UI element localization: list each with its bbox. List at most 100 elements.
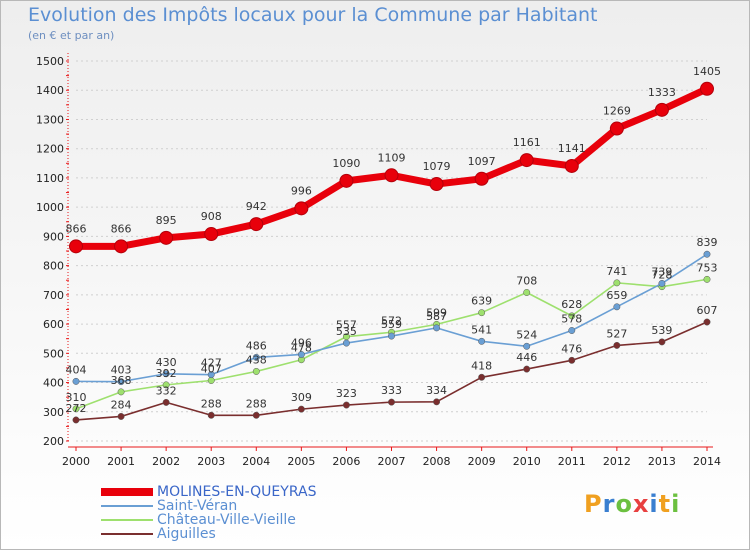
data-point [297, 351, 305, 358]
data-point [252, 411, 260, 419]
logo-letter: r [602, 490, 616, 518]
data-point [568, 327, 576, 334]
data-label: 403 [111, 364, 132, 377]
data-label: 908 [201, 210, 222, 223]
data-point [342, 339, 350, 347]
data-label: 427 [201, 357, 222, 370]
data-label: 607 [697, 304, 718, 317]
x-tick-label: 2005 [287, 455, 315, 468]
data-label: 446 [516, 351, 537, 364]
data-label: 288 [201, 397, 222, 410]
data-point [613, 279, 621, 287]
data-label: 1161 [513, 136, 541, 149]
data-point [162, 370, 170, 378]
data-point [72, 377, 80, 385]
data-point [249, 217, 264, 232]
x-tick-label: 2002 [152, 455, 180, 468]
x-tick-label: 2006 [332, 455, 360, 468]
data-point [384, 168, 399, 183]
y-tick-label: 1000 [36, 201, 64, 214]
data-point [613, 341, 621, 349]
data-point [162, 398, 170, 406]
y-tick-label: 400 [43, 377, 64, 390]
data-point [703, 250, 711, 258]
data-label: 942 [246, 200, 267, 213]
data-label: 539 [651, 324, 672, 337]
data-label: 478 [291, 342, 312, 355]
data-label: 1141 [558, 142, 586, 155]
y-tick-label: 200 [43, 435, 64, 448]
data-label: 728 [651, 269, 672, 282]
data-point [478, 309, 486, 317]
data-point [523, 365, 531, 373]
data-point [252, 367, 260, 375]
chart-subtitle: (en € et par an) [28, 29, 115, 42]
data-label: 430 [156, 356, 177, 369]
legend-item: Saint-Véran [101, 498, 401, 514]
data-point [609, 121, 624, 136]
data-point [294, 201, 309, 216]
data-point [654, 102, 669, 117]
data-label: 599 [426, 306, 447, 319]
x-tick-label: 2013 [648, 455, 676, 468]
data-point [72, 405, 80, 413]
y-tick-label: 700 [43, 289, 64, 302]
data-label: 708 [516, 275, 537, 288]
data-label: 527 [606, 327, 627, 340]
legend-label: MOLINES-EN-QUEYRAS [157, 484, 317, 500]
data-label: 587 [426, 310, 447, 323]
data-label: 866 [66, 222, 87, 235]
data-point [429, 177, 444, 192]
legend-label: Aiguilles [157, 526, 216, 542]
data-point [207, 411, 215, 419]
data-label: 639 [471, 295, 492, 308]
x-tick-label: 2004 [242, 455, 270, 468]
data-label: 333 [381, 384, 402, 397]
data-point [474, 171, 489, 186]
data-label: 1109 [378, 151, 406, 164]
data-label: 323 [336, 387, 357, 400]
y-tick-label: 1500 [36, 55, 64, 68]
logo-letter: o [615, 490, 633, 518]
data-point [117, 378, 125, 386]
data-point [703, 275, 711, 283]
legend: MOLINES-EN-QUEYRAS Saint-Véran Château-Vil… [101, 484, 401, 542]
data-point [658, 279, 666, 287]
legend-item: Château-Ville-Vieille [101, 512, 401, 528]
data-point [204, 227, 219, 242]
x-tick-label: 2012 [603, 455, 631, 468]
y-tick-label: 800 [43, 260, 64, 273]
data-label: 392 [156, 367, 177, 380]
proxiti-logo: Proxiti [584, 490, 680, 518]
data-label: 496 [291, 336, 312, 349]
x-tick-label: 2011 [558, 455, 586, 468]
data-label: 659 [606, 289, 627, 302]
data-point [433, 398, 441, 406]
data-label: 753 [697, 261, 718, 274]
data-label: 418 [471, 359, 492, 372]
chart-title: Evolution des Impôts locaux pour la Comm… [28, 4, 598, 26]
y-tick-label: 900 [43, 230, 64, 243]
data-point [69, 239, 83, 254]
data-point [72, 416, 80, 424]
data-label: 272 [66, 402, 87, 415]
x-tick-label: 2003 [197, 455, 225, 468]
data-point [613, 303, 621, 311]
y-tick-label: 600 [43, 318, 64, 331]
data-label: 309 [291, 391, 312, 404]
data-label: 839 [697, 236, 718, 249]
data-point [159, 230, 174, 245]
data-label: 996 [291, 184, 312, 197]
x-tick-label: 2010 [513, 455, 541, 468]
legend-label: Saint-Véran [157, 498, 238, 514]
data-label: 1405 [693, 65, 721, 78]
data-label: 486 [246, 339, 267, 352]
data-label: 288 [246, 397, 267, 410]
data-point [564, 158, 579, 173]
data-label: 866 [111, 222, 132, 235]
data-label: 541 [471, 323, 492, 336]
x-tick-label: 2000 [62, 455, 90, 468]
x-tick-label: 2009 [468, 455, 496, 468]
data-label: 559 [381, 318, 402, 331]
